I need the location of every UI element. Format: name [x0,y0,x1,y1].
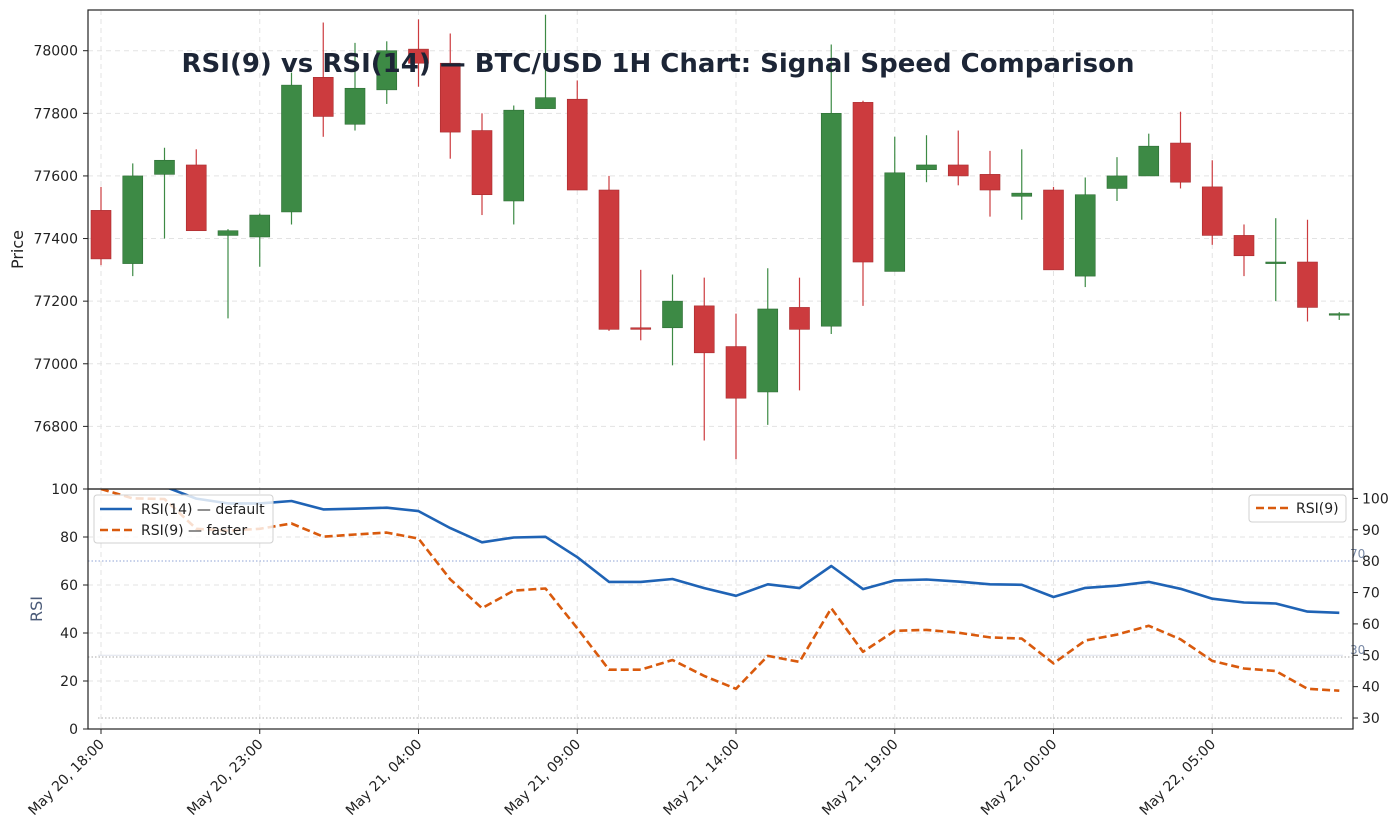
candle-body [1233,235,1255,257]
price-y-tick-label: 78000 [33,44,78,60]
candle-body [217,230,239,236]
price-y-tick-label: 77000 [33,357,78,373]
legend-rsi9-label: RSI(9) — faster [141,523,247,539]
candle-body [471,130,493,196]
candle-body [535,97,556,109]
candle-body [185,164,207,232]
candle-body [122,175,144,264]
rsi-right-tick-label: 30 [1362,711,1380,727]
rsi-left-tick-label: 40 [60,626,78,642]
rsi-panel-frame [87,488,1354,730]
rsi-reference-label: 30 [1350,643,1365,657]
rsi14-series-line [167,489,1340,615]
rsi-left-tick-label: 0 [69,722,78,738]
candle-body [852,102,874,263]
legend-right-rsi9-label: RSI(9) [1296,501,1339,517]
candle-body [1328,313,1350,316]
x-tick-label: May 21, 14:00 [660,737,742,819]
x-tick-label: May 21, 04:00 [343,737,425,819]
candle-body [1106,175,1128,189]
rsi-left-tick-label: 80 [60,530,78,546]
candle-body [725,346,747,399]
rsi-left-tick-label: 100 [51,482,78,498]
candle-body [789,307,810,330]
candle-body [884,172,906,272]
candle-body [1297,261,1318,308]
rsi-right-tick-label: 40 [1362,680,1380,696]
candle-body [566,98,588,191]
candle-body [312,77,334,117]
candle-body [503,109,525,202]
candle-body [630,327,652,330]
candle-body [1265,261,1287,264]
candle-body [344,87,366,125]
candle-body [979,174,1001,191]
price-y-tick-label: 77800 [33,106,78,122]
candle-body [376,50,398,91]
candle-body [757,308,779,393]
candle-body [1201,186,1223,236]
candle-body [281,84,302,213]
candle-body [1011,192,1033,197]
rsi-right-tick-label: 100 [1362,491,1389,507]
rsi-right-tick-label: 90 [1362,523,1380,539]
legend-left-box [93,494,274,544]
x-tick-label: May 21, 19:00 [819,737,901,819]
rsi-left-tick-label: 60 [60,578,78,594]
x-tick-label: May 20, 23:00 [184,737,266,819]
rsi-right-tick-label: 80 [1362,554,1380,570]
price-y-tick-label: 77200 [33,294,78,310]
candle-body [408,48,429,64]
candle-body [662,300,683,329]
candle-body [1043,189,1064,271]
candle-body [439,62,461,133]
price-y-axis-label: Price [8,230,27,269]
x-tick-label: May 20, 18:00 [25,737,107,819]
rsi-right-tick-label: 60 [1362,617,1380,633]
price-y-tick-label: 76800 [33,419,78,435]
rsi-reference-label: 70 [1350,547,1365,561]
x-tick-label: May 22, 00:00 [978,737,1060,819]
rsi-right-tick-label: 70 [1362,586,1380,602]
candle-body [693,305,715,354]
candle-body [1074,194,1096,277]
price-y-tick-label: 77600 [33,169,78,185]
rsi-y-axis-label: RSI [27,596,46,622]
rsi-lines-group [100,489,1340,692]
candle-body [1138,145,1160,177]
rsi-left-tick-label: 20 [60,674,78,690]
legend-rsi14-label: RSI(14) — default [141,502,265,518]
candle-body [154,159,175,175]
x-tick-label: May 21, 09:00 [502,737,584,819]
chart-title: RSI(9) vs RSI(14) — BTC/USD 1H Chart: Si… [182,49,1135,79]
candles-group [90,14,1350,460]
price-y-tick-label: 77400 [33,232,78,248]
price-panel-frame [87,9,1354,490]
candle-body [947,164,969,177]
rsi-right-tick-label: 50 [1362,648,1380,664]
candle-body [249,214,271,238]
candle-body [1170,142,1191,183]
x-tick-label: May 22, 05:00 [1137,737,1219,819]
candle-body [90,210,112,260]
candle-body [916,164,937,170]
candle-body [598,189,620,330]
rsi9-series-line [100,489,1340,692]
candle-body [820,113,842,327]
legend-right-box [1248,494,1347,523]
